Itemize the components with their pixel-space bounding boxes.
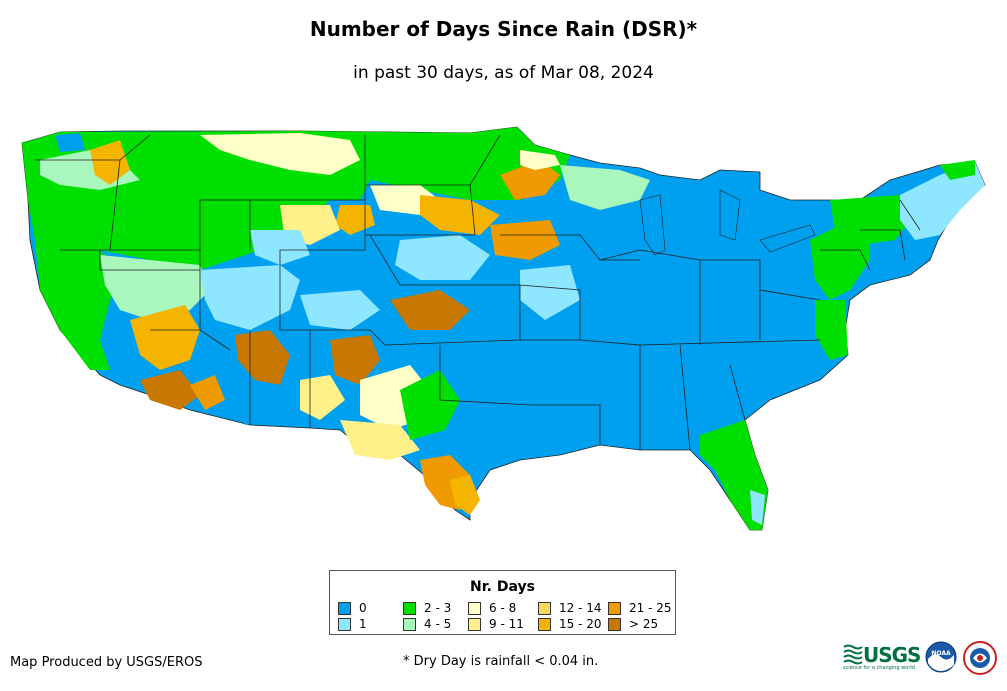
state-borders (35, 134, 921, 451)
legend-item: 4 - 5 (403, 618, 451, 631)
legend-label: 21 - 25 (629, 601, 672, 615)
legend-label: > 25 (629, 617, 659, 631)
legend-swatch (608, 618, 621, 631)
legend: Nr. Days 0 1 2 - 3 4 - 5 6 - 8 9 - 11 12 - 14 1… (329, 570, 676, 635)
noaa-wordmark: NOAA (931, 650, 951, 657)
legend-swatch (338, 618, 351, 631)
legend-item: > 25 (608, 618, 658, 631)
legend-swatch (338, 602, 351, 615)
legend-swatch (608, 602, 621, 615)
dry-day-note: * Dry Day is rainfall < 0.04 in. (403, 654, 599, 669)
legend-item: 9 - 11 (468, 618, 524, 631)
usgs-wordmark: USGS (863, 643, 921, 667)
nws-logo-icon (963, 641, 997, 675)
legend-item: 6 - 8 (468, 602, 516, 615)
legend-swatch (468, 618, 481, 631)
legend-label: 0 (359, 601, 367, 615)
legend-label: 4 - 5 (424, 617, 452, 631)
us-dsr-map (21, 126, 986, 531)
legend-label: 2 - 3 (424, 601, 452, 615)
map-subtitle: in past 30 days, as of Mar 08, 2024 (353, 63, 654, 83)
legend-item: 21 - 25 (608, 602, 672, 615)
usgs-wave-icon (843, 644, 863, 665)
map-title: Number of Days Since Rain (DSR)* (309, 17, 698, 41)
legend-item: 1 (338, 618, 367, 631)
legend-label: 1 (359, 617, 367, 631)
legend-swatch (403, 618, 416, 631)
legend-swatch (403, 602, 416, 615)
usgs-logo: USGS science for a changing world (843, 643, 921, 671)
legend-swatch (538, 602, 551, 615)
legend-item: 15 - 20 (538, 618, 602, 631)
legend-item: 2 - 3 (403, 602, 451, 615)
legend-swatch (538, 618, 551, 631)
producer-credit: Map Produced by USGS/EROS (10, 655, 203, 670)
legend-label: 15 - 20 (559, 617, 602, 631)
legend-title: Nr. Days (470, 579, 535, 595)
legend-label: 9 - 11 (489, 617, 524, 631)
noaa-logo-icon: NOAA (925, 641, 957, 673)
legend-label: 12 - 14 (559, 601, 602, 615)
legend-item: 0 (338, 602, 367, 615)
legend-label: 6 - 8 (489, 601, 517, 615)
legend-swatch (468, 602, 481, 615)
legend-item: 12 - 14 (538, 602, 602, 615)
usgs-tagline: science for a changing world (843, 665, 915, 671)
